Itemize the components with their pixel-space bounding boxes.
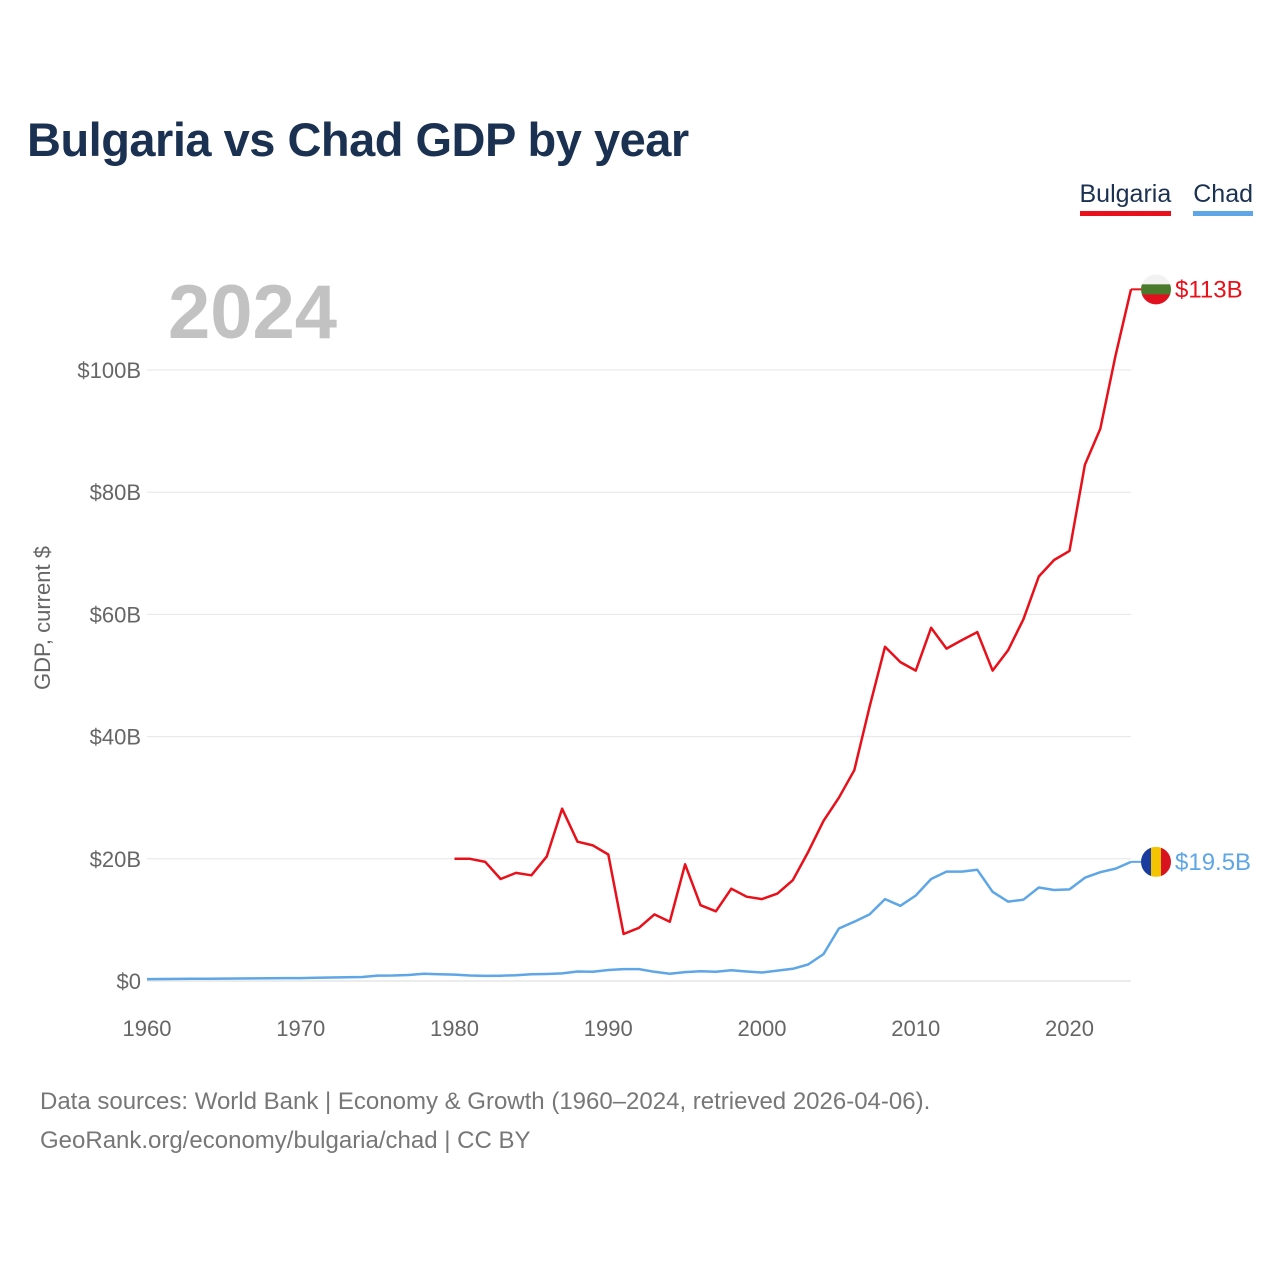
- legend: Bulgaria Chad: [1079, 180, 1253, 216]
- x-tick-label-1990: 1990: [584, 1016, 633, 1041]
- flag-stripe-2: [1141, 294, 1171, 305]
- y-tick-label-0: $0: [117, 969, 141, 994]
- flag-stripe-0: [1141, 846, 1152, 877]
- y-tick-label-20: $20B: [90, 847, 141, 872]
- flag-stripe-1: [1151, 846, 1162, 877]
- y-axis-title: GDP, current $: [30, 546, 55, 690]
- y-tick-label-80: $80B: [90, 480, 141, 505]
- flag-bulgaria: [1141, 274, 1171, 305]
- end-label-chad: $19.5B: [1175, 849, 1251, 876]
- chart-title: Bulgaria vs Chad GDP by year: [27, 113, 689, 166]
- flag-stripe-2: [1161, 846, 1171, 877]
- flag-stripe-1: [1141, 284, 1171, 295]
- y-tick-label-60: $60B: [90, 602, 141, 627]
- series-line-bulgaria: [454, 289, 1133, 936]
- x-tick-label-1960: 1960: [123, 1016, 172, 1041]
- x-tick-label-2000: 2000: [738, 1016, 787, 1041]
- series-line-chad: [146, 860, 1132, 981]
- x-axis-ticks: 1960 1970 1980 1990 2000 2010 2020: [123, 1016, 1094, 1041]
- flag-stripe-0: [1141, 274, 1171, 285]
- series-lines: [146, 288, 1141, 981]
- flag-chad: [1141, 846, 1171, 877]
- legend-item-bulgaria[interactable]: Bulgaria: [1079, 180, 1172, 216]
- end-markers: $113B $19.5B: [1141, 274, 1251, 877]
- x-tick-label-1980: 1980: [430, 1016, 479, 1041]
- y-axis-ticks: $0 $20B $40B $60B $80B $100B: [77, 358, 141, 994]
- end-label-bulgaria: $113B: [1175, 276, 1243, 303]
- x-tick-label-2020: 2020: [1045, 1016, 1094, 1041]
- current-year-label: 2024: [168, 270, 337, 355]
- footer-sources: Data sources: World Bank | Economy & Gro…: [40, 1088, 931, 1115]
- footer: Data sources: World Bank | Economy & Gro…: [40, 1082, 930, 1160]
- x-tick-label-2010: 2010: [891, 1016, 940, 1041]
- y-tick-label-40: $40B: [90, 725, 141, 750]
- y-tick-label-100: $100B: [77, 358, 141, 383]
- x-tick-label-1970: 1970: [276, 1016, 325, 1041]
- gridlines: [147, 369, 1131, 982]
- legend-item-chad[interactable]: Chad: [1193, 180, 1253, 216]
- footer-attribution: GeoRank.org/economy/bulgaria/chad | CC B…: [40, 1127, 531, 1154]
